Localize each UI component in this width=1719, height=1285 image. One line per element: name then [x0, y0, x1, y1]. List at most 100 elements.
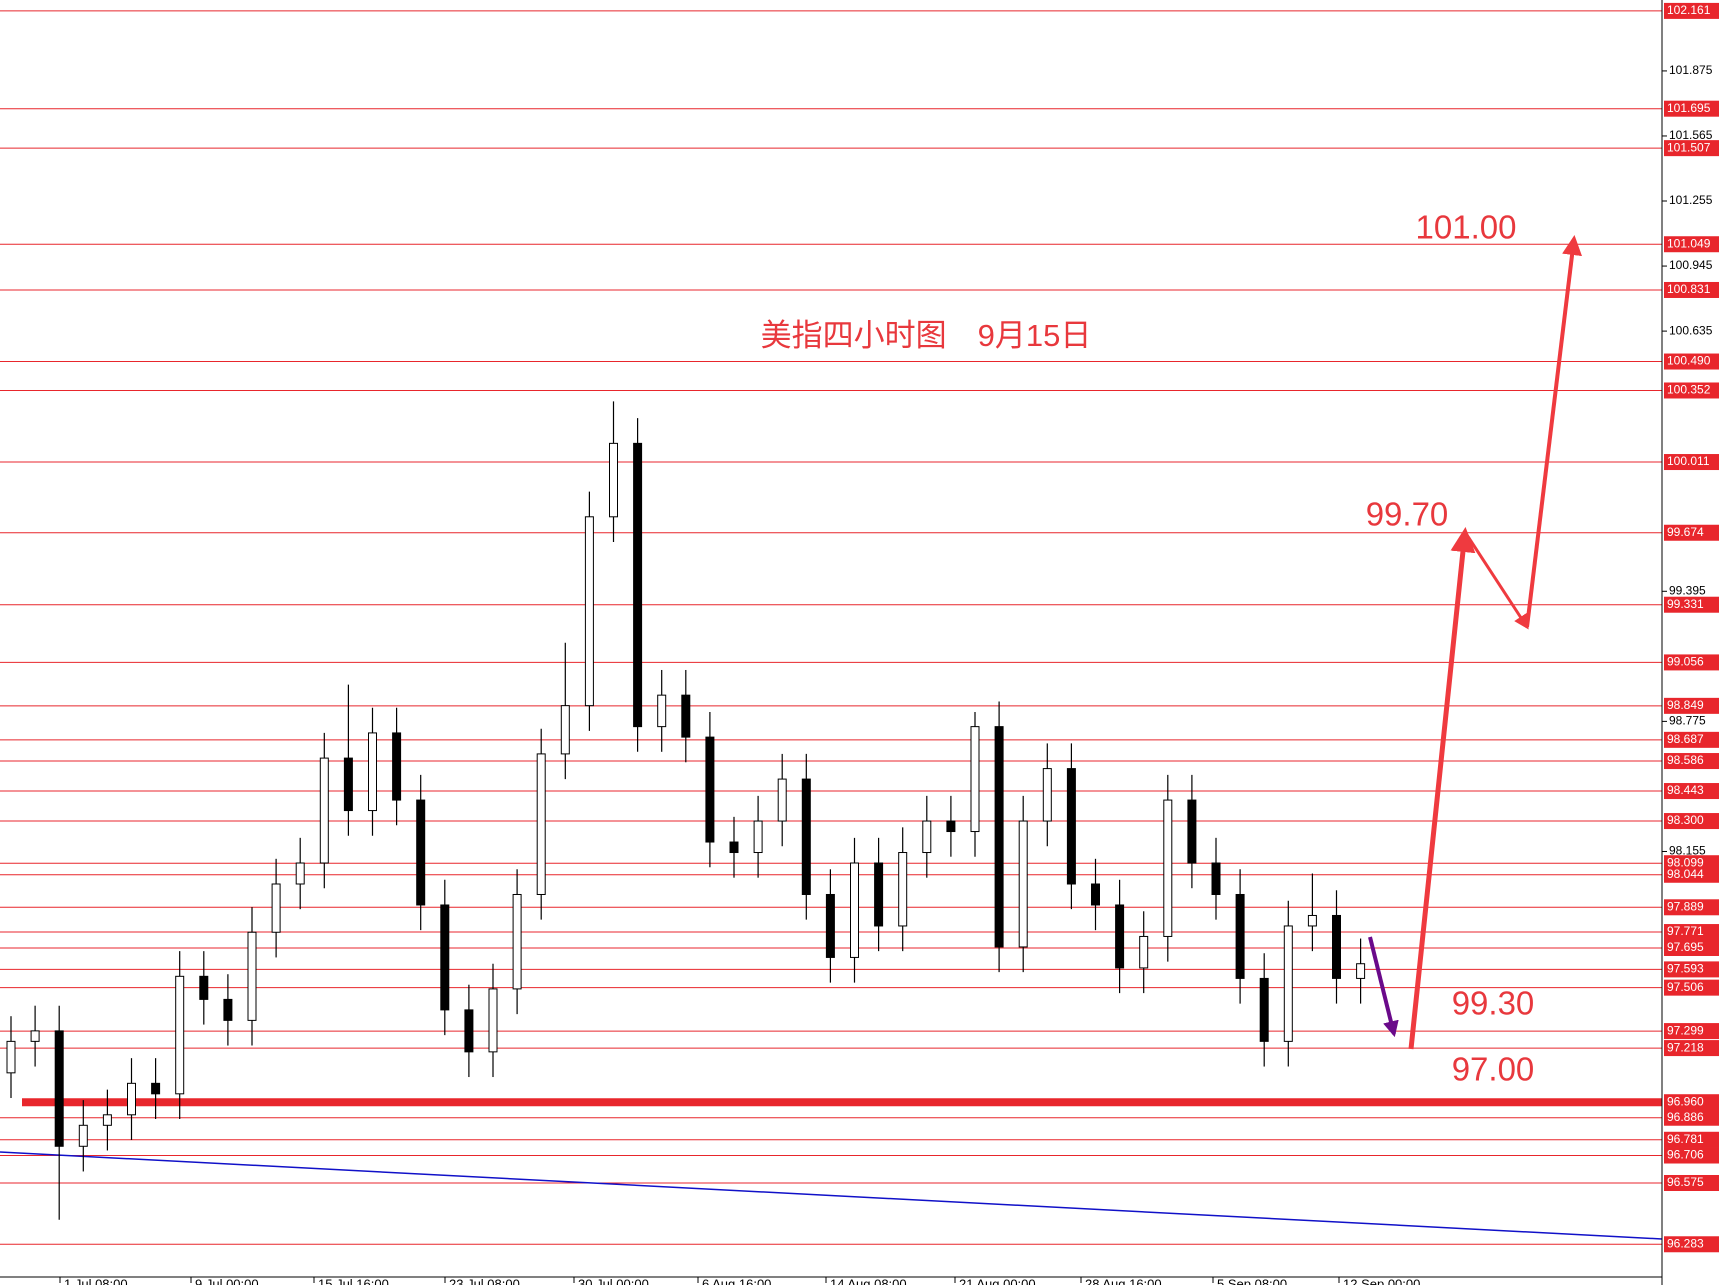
candle-body	[1332, 914, 1341, 979]
level-label: 99.331	[1667, 597, 1704, 611]
level-label-box	[1664, 596, 1719, 613]
y-tick-label: 98.155	[1669, 844, 1706, 858]
candle-body	[536, 753, 546, 895]
level-label: 101.507	[1667, 140, 1711, 154]
level-label-box	[1664, 866, 1719, 883]
annotation: 101.00	[1416, 209, 1517, 246]
level-label-box	[1664, 654, 1719, 671]
level-label-box	[1664, 524, 1719, 541]
level-label-box	[1664, 382, 1719, 399]
candle-body	[6, 1040, 16, 1074]
level-label-box	[1664, 783, 1719, 800]
x-tick-label: 15 Jul 16:00	[318, 1277, 389, 1285]
level-label-box	[1664, 236, 1719, 253]
level-label-box	[1664, 353, 1719, 370]
candle-body	[54, 1030, 64, 1147]
candle-body	[199, 975, 209, 1000]
level-label-box	[1664, 924, 1719, 941]
x-tick-label: 6 Aug 16:00	[702, 1277, 771, 1285]
level-label-box	[1664, 281, 1719, 298]
level-label: 100.490	[1667, 354, 1711, 368]
candle-body	[102, 1114, 112, 1126]
y-tick-label: 101.565	[1669, 128, 1713, 142]
candle-body	[464, 1009, 474, 1053]
candle-body	[488, 988, 498, 1053]
level-label: 96.283	[1667, 1236, 1704, 1250]
level-label-box	[1664, 1131, 1719, 1148]
candle-body	[30, 1030, 40, 1042]
level-label: 96.781	[1667, 1132, 1704, 1146]
level-label-box	[1664, 1109, 1719, 1126]
candle-body	[1018, 820, 1028, 948]
level-label: 97.299	[1667, 1023, 1704, 1037]
level-label: 96.706	[1667, 1148, 1704, 1162]
y-tick-label: 101.875	[1669, 63, 1713, 77]
x-tick-label: 1 Jul 08:00	[64, 1277, 128, 1285]
annotation: 99.30	[1452, 985, 1535, 1022]
candle-body	[512, 893, 522, 990]
candle-body	[970, 726, 980, 833]
candle-body	[874, 862, 884, 927]
y-tick-label: 100.635	[1669, 323, 1713, 337]
arrow-up	[1525, 235, 1583, 628]
level-label: 97.889	[1667, 899, 1704, 913]
level-label-box	[1664, 100, 1719, 117]
level-label-box	[1664, 140, 1719, 157]
candle-body	[271, 883, 281, 933]
level-label: 96.886	[1667, 1110, 1704, 1124]
level-label: 96.960	[1667, 1094, 1704, 1108]
candle-body	[657, 694, 667, 728]
x-tick-label: 23 Jul 08:00	[449, 1277, 520, 1285]
candle-body	[392, 732, 402, 801]
y-tick-label: 99.395	[1669, 583, 1706, 597]
level-lines	[0, 10, 1662, 1245]
x-tick-label: 12 Sep 00:00	[1343, 1277, 1420, 1285]
level-label: 101.049	[1667, 236, 1711, 250]
candle-body	[825, 893, 835, 958]
trend-line	[0, 1151, 1663, 1240]
level-label: 98.687	[1667, 732, 1704, 746]
candle-body	[898, 852, 908, 927]
x-tick-label: 30 Jul 00:00	[578, 1277, 649, 1285]
candle-body	[151, 1082, 161, 1095]
level-label-box	[1664, 2, 1719, 19]
level-label: 98.099	[1667, 855, 1704, 869]
level-label: 100.831	[1667, 282, 1711, 296]
level-label-box	[1664, 961, 1719, 978]
candle-body	[440, 904, 450, 1011]
candle-body	[416, 799, 426, 906]
candle-body	[946, 820, 956, 833]
level-label-box	[1664, 454, 1719, 471]
candle-body	[1066, 768, 1076, 885]
arrow-down	[1463, 531, 1529, 630]
candle-body	[801, 778, 811, 895]
candle-body	[1211, 862, 1221, 895]
x-tick-label: 28 Aug 16:00	[1085, 1277, 1162, 1285]
candle-body	[1139, 935, 1149, 969]
level-label: 96.575	[1667, 1175, 1704, 1189]
candle-body	[777, 778, 787, 822]
candle-body	[1042, 768, 1052, 822]
arrow-down-purple	[1368, 936, 1399, 1038]
level-label: 99.056	[1667, 655, 1704, 669]
candle-body	[127, 1082, 136, 1116]
candle-body	[343, 757, 353, 812]
candle-body	[1307, 914, 1317, 927]
level-label: 102.161	[1667, 3, 1711, 17]
level-label: 97.593	[1667, 962, 1704, 976]
candle-body	[1187, 799, 1197, 864]
y-tick-label: 101.255	[1669, 193, 1713, 207]
x-tick-label: 14 Aug 08:00	[830, 1277, 907, 1285]
level-label: 98.044	[1667, 867, 1704, 881]
candle-body	[295, 862, 305, 885]
candle-body	[1259, 977, 1269, 1042]
candle-body	[1235, 893, 1245, 979]
level-label-box	[1664, 979, 1719, 996]
level-label-box	[1664, 1174, 1719, 1191]
level-label: 97.771	[1667, 924, 1704, 938]
candle-body	[584, 516, 594, 707]
arrow-up	[1408, 527, 1476, 1050]
candle-body	[729, 841, 739, 854]
annotation: 99.70	[1366, 496, 1449, 533]
level-label: 100.011	[1667, 454, 1710, 468]
